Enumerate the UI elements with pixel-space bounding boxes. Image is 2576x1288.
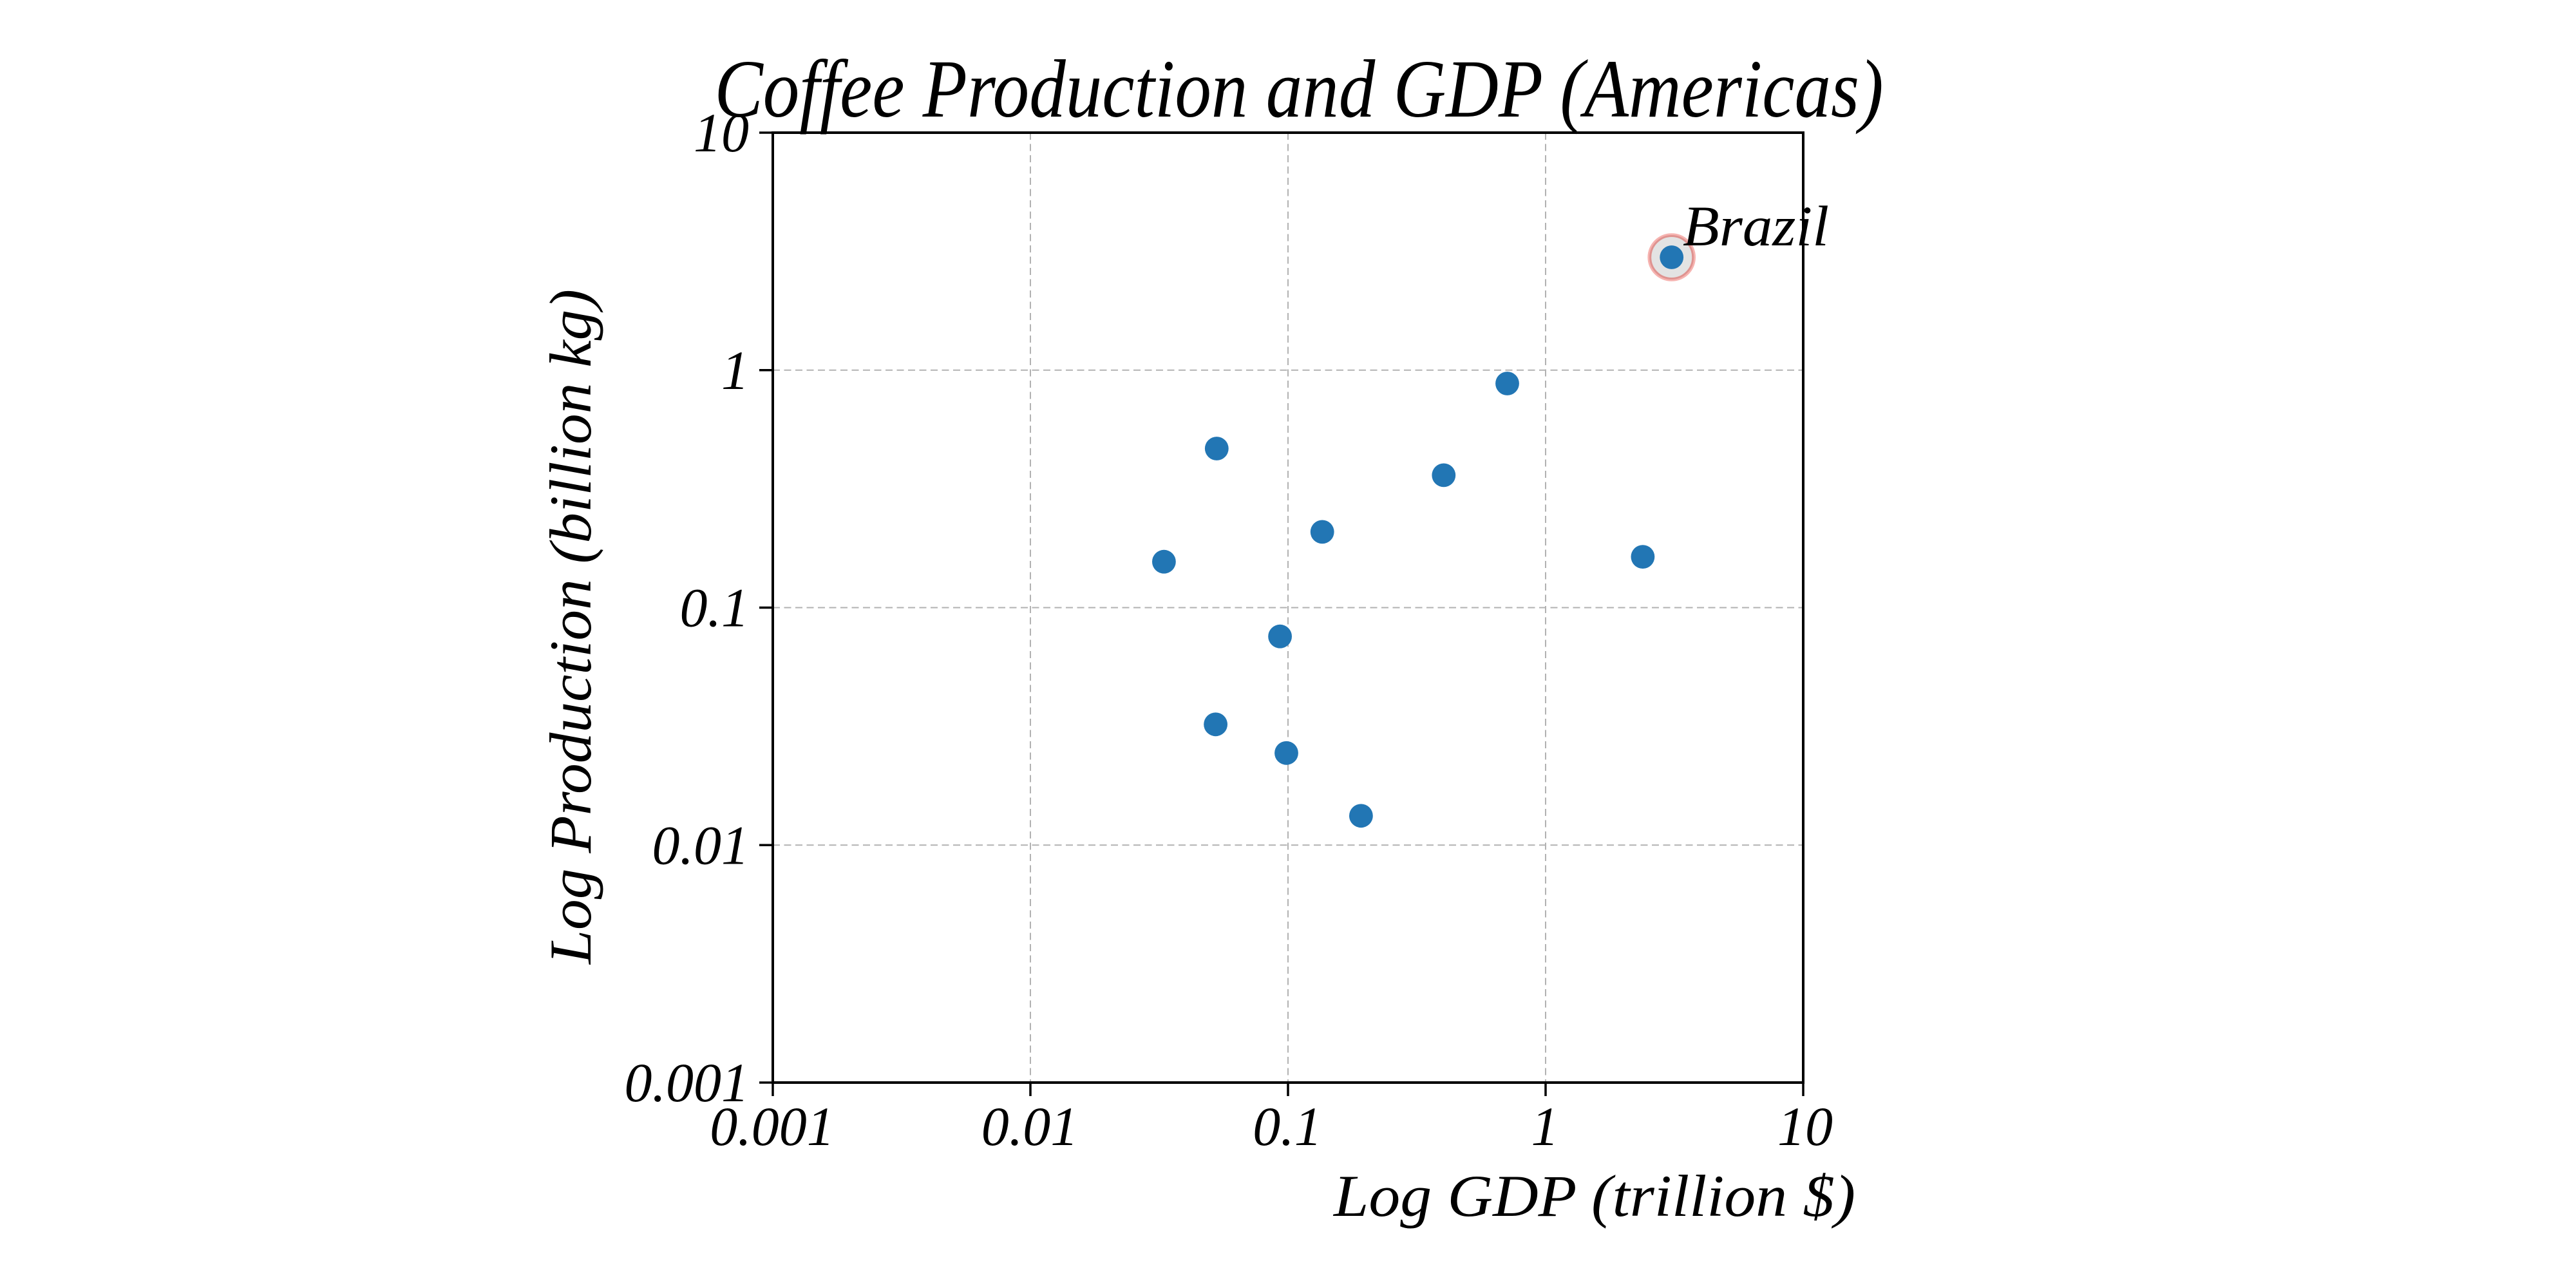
svg-text:1: 1 xyxy=(1531,1095,1559,1157)
svg-text:Log Production (billion kg): Log Production (billion kg) xyxy=(538,289,603,965)
svg-text:Log GDP (trillion $): Log GDP (trillion $) xyxy=(1332,1163,1855,1229)
svg-text:Coffee Production and GDP (Ame: Coffee Production and GDP (Americas) xyxy=(714,44,1883,135)
svg-text:1: 1 xyxy=(721,339,749,401)
svg-text:10: 10 xyxy=(694,102,749,164)
svg-text:0.01: 0.01 xyxy=(981,1095,1079,1157)
svg-text:0.1: 0.1 xyxy=(1253,1095,1322,1157)
svg-text:0.001: 0.001 xyxy=(710,1095,835,1157)
svg-text:0.01: 0.01 xyxy=(652,814,750,876)
svg-text:0.1: 0.1 xyxy=(680,577,750,639)
svg-text:0.001: 0.001 xyxy=(625,1052,750,1113)
svg-text:Brazil: Brazil xyxy=(1683,195,1829,258)
svg-text:10: 10 xyxy=(1777,1095,1833,1157)
